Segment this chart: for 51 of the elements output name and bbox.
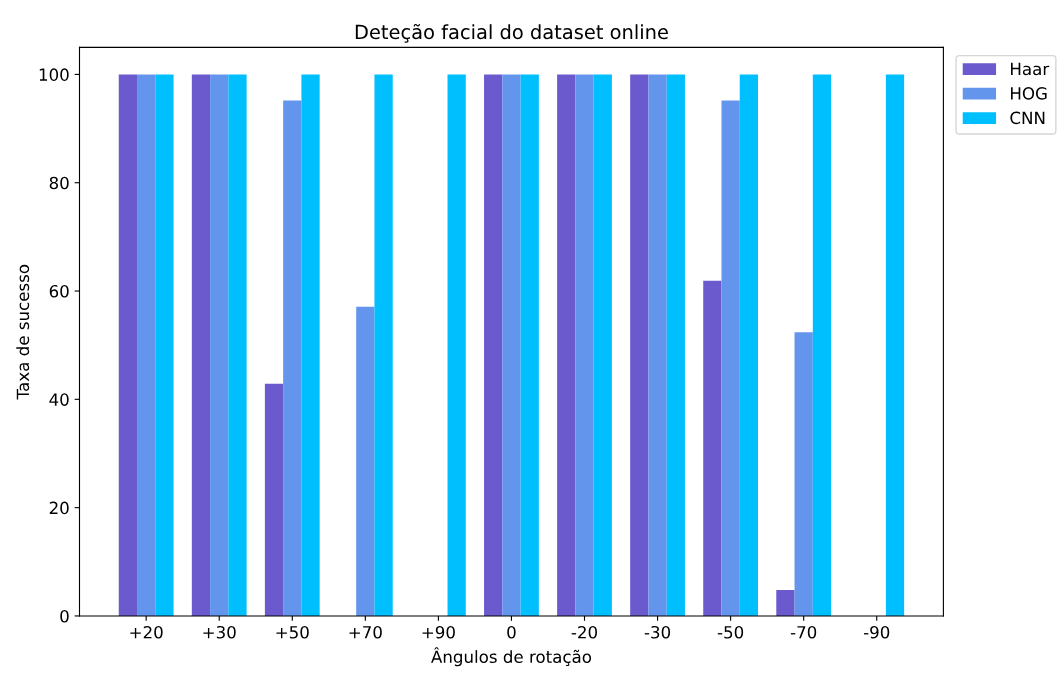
bar bbox=[557, 74, 576, 616]
x-tick-label: -20 bbox=[571, 625, 598, 639]
bar bbox=[210, 74, 229, 616]
bar bbox=[137, 74, 156, 616]
x-tick-label: -50 bbox=[717, 625, 744, 639]
bar bbox=[630, 74, 649, 616]
x-tick-label: +90 bbox=[422, 625, 455, 639]
bar bbox=[374, 74, 393, 616]
bar bbox=[776, 589, 795, 616]
bar bbox=[155, 74, 174, 616]
legend-label: CNN bbox=[1010, 111, 1045, 125]
x-tick-label: 0 bbox=[507, 625, 516, 639]
bar bbox=[666, 74, 685, 616]
y-axis-title: Taxa de sucesso bbox=[16, 264, 30, 400]
x-tick-label: +70 bbox=[349, 625, 382, 639]
y-tick-label: 80 bbox=[49, 176, 69, 190]
x-tick-label: +30 bbox=[203, 625, 236, 639]
bar bbox=[283, 100, 302, 616]
bar bbox=[228, 74, 247, 616]
bar bbox=[520, 74, 539, 616]
bar bbox=[356, 306, 375, 616]
bar bbox=[812, 74, 832, 616]
bar bbox=[301, 74, 320, 616]
y-tick-label: 100 bbox=[39, 68, 69, 81]
x-tick-label: +50 bbox=[276, 625, 309, 639]
bar bbox=[593, 74, 612, 616]
y-tick-label: 60 bbox=[49, 284, 69, 298]
bar bbox=[575, 74, 594, 616]
x-tick-label: -90 bbox=[863, 625, 890, 639]
x-tick-label: -70 bbox=[790, 625, 817, 639]
bar bbox=[484, 74, 503, 616]
bar bbox=[447, 74, 466, 616]
x-tick-label: -30 bbox=[644, 625, 671, 639]
x-axis-title: Ângulos de rotação bbox=[431, 647, 592, 667]
bar bbox=[721, 100, 740, 616]
legend-label: HOG bbox=[1011, 87, 1047, 100]
bar bbox=[264, 383, 284, 616]
y-tick-label: 20 bbox=[49, 501, 69, 515]
legend-label: Haar bbox=[1011, 62, 1050, 76]
bar bbox=[648, 74, 667, 616]
x-tick-label: +20 bbox=[130, 625, 163, 639]
y-tick-label: 0 bbox=[60, 609, 69, 623]
bar bbox=[502, 74, 521, 616]
bar bbox=[118, 74, 138, 616]
bar bbox=[191, 74, 211, 616]
y-tick-label: 40 bbox=[49, 393, 69, 406]
chart-title: Deteção facial do dataset online bbox=[355, 23, 668, 43]
bar bbox=[794, 332, 813, 616]
bar bbox=[703, 280, 722, 616]
bar bbox=[739, 74, 759, 616]
bar bbox=[885, 74, 905, 616]
